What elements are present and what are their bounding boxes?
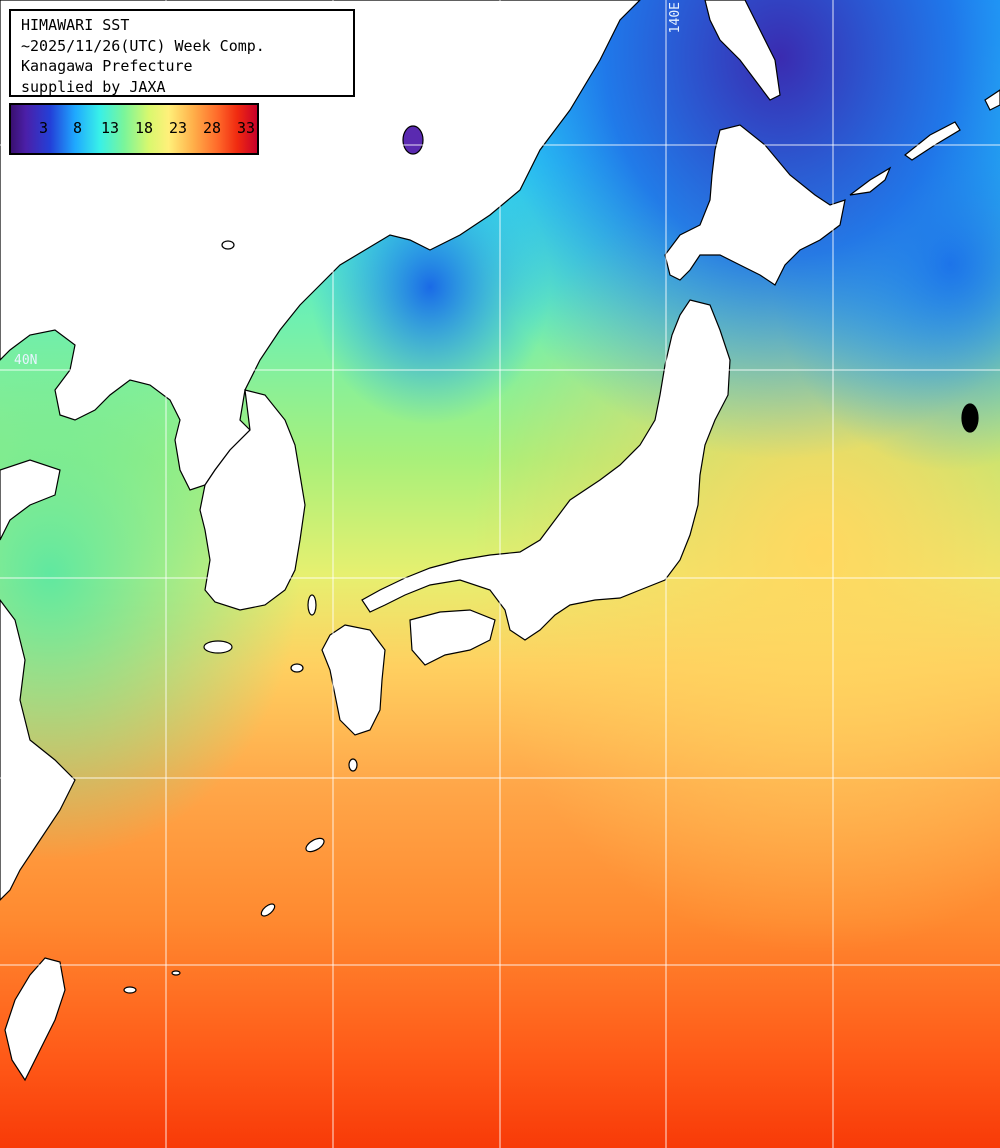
- shikoku: [409, 609, 496, 666]
- data-source: supplied by JAXA: [21, 77, 166, 96]
- china-coast: [0, 599, 76, 901]
- korean-peninsula: [199, 389, 306, 611]
- composite-date: ~2025/11/26(UTC) Week Comp.: [21, 36, 265, 55]
- colorbar-tick: 33: [237, 119, 256, 137]
- colorbar-tick: 23: [169, 119, 188, 137]
- colorbar-tick: 3: [39, 119, 49, 137]
- colorbar-tick: 18: [135, 119, 154, 137]
- temperature-colorbar: 3 8 13 18 23 28 33: [9, 103, 259, 155]
- hokkaido: [664, 124, 846, 286]
- kuril-north: [984, 89, 1000, 111]
- latitude-label-40n: 40N: [14, 353, 38, 368]
- honshu: [361, 299, 731, 641]
- kuril-south: [849, 166, 892, 196]
- kyushu: [321, 624, 386, 736]
- colorbar-tick: 28: [203, 119, 222, 137]
- colorbar-tick: 13: [101, 119, 120, 137]
- sakhalin: [704, 0, 781, 101]
- region-name: Kanagawa Prefecture: [21, 57, 193, 75]
- map-info-box: HIMAWARI SST ~2025/11/26(UTC) Week Comp.…: [9, 9, 355, 97]
- colorbar-tick: 8: [73, 119, 83, 137]
- shandong: [0, 459, 61, 541]
- taiwan: [4, 957, 66, 1082]
- product-title: HIMAWARI SST: [21, 16, 130, 34]
- kuril-mid: [904, 121, 961, 161]
- longitude-label-140e: 140E: [668, 2, 683, 34]
